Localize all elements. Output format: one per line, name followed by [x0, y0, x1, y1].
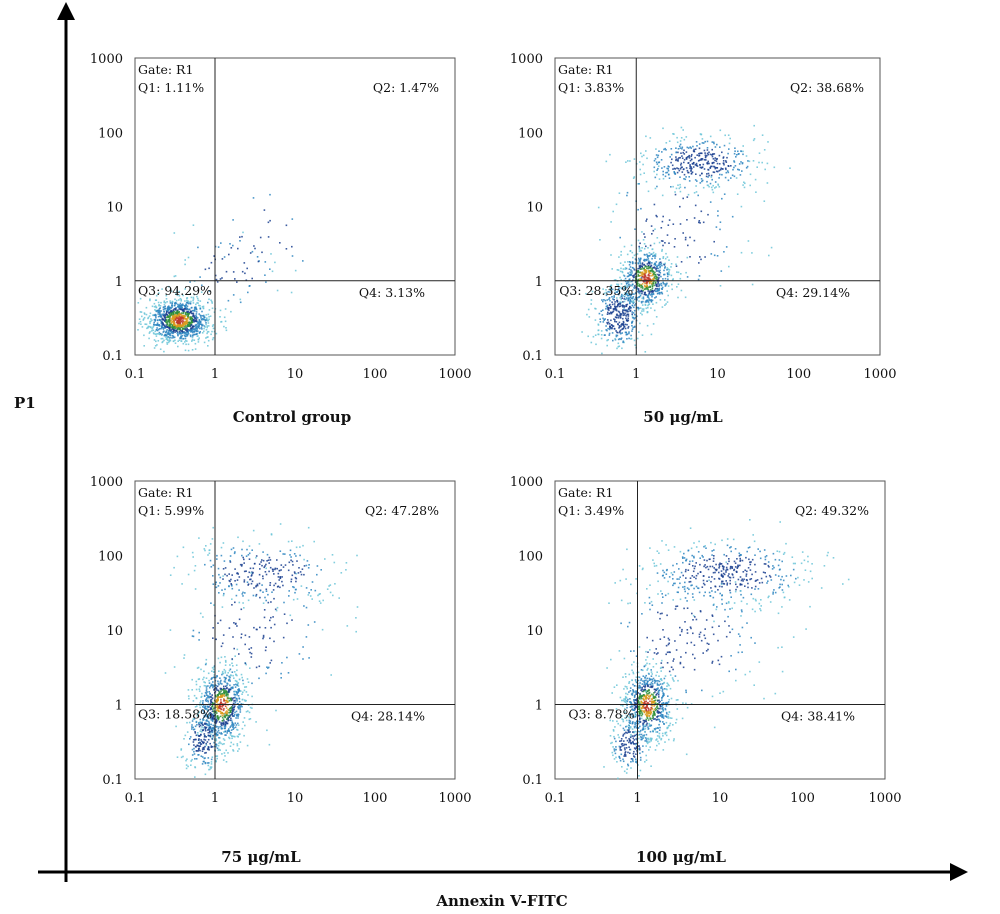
- quadrant-q3-label: Q3: 8.78%: [568, 707, 634, 722]
- x-tick-label: 10: [287, 367, 304, 382]
- x-tick-label: 0.1: [545, 367, 566, 382]
- panel-1: 0.1 1 10 100 1000 0.1 1 10 100 1000 Gate: R1 Q1: 1.…: [90, 52, 472, 426]
- quadrant-q3-label: Q3: 28.35%: [559, 283, 633, 298]
- x-tick-label: 100: [790, 791, 815, 806]
- x-tick-label: 10: [709, 367, 726, 382]
- y-tick-label: 100: [98, 126, 123, 141]
- y-axis-label: P1: [14, 394, 36, 412]
- plot-area: [134, 57, 456, 356]
- y-tick-label: 10: [106, 624, 123, 639]
- y-tick-label: 10: [526, 624, 543, 639]
- x-tick-label: 0.1: [125, 367, 146, 382]
- events: [164, 523, 359, 778]
- quadrant-q4-label: Q4: 3.13%: [359, 285, 425, 300]
- plot-area: [554, 480, 886, 780]
- x-tick-label: 1000: [438, 367, 471, 382]
- x-tick-label: 1: [633, 791, 641, 806]
- x-tick-label: 1: [211, 791, 219, 806]
- quadrant-q4-label: Q4: 38.41%: [781, 709, 855, 724]
- y-tick-label: 10: [106, 201, 123, 216]
- plot-area: [134, 480, 456, 780]
- y-tick-label: 1000: [90, 475, 123, 490]
- gate-label: Gate: R1: [138, 62, 193, 77]
- y-tick-label: 100: [518, 550, 543, 565]
- outer-axes: P1 Annexin V-FITC: [14, 2, 968, 910]
- gate-label: Gate: R1: [558, 62, 613, 77]
- quadrant-q1-label: Q1: 3.83%: [558, 80, 624, 95]
- quadrant-q4-label: Q4: 29.14%: [776, 285, 850, 300]
- gate-label: Gate: R1: [558, 485, 613, 500]
- y-tick-label: 1000: [510, 475, 543, 490]
- y-tick-label: 1: [115, 275, 123, 290]
- y-tick-label: 100: [98, 550, 123, 565]
- quadrant-q2-label: Q2: 49.32%: [795, 503, 869, 518]
- y-tick-label: 10: [526, 201, 543, 216]
- y-tick-label: 0.1: [102, 349, 123, 364]
- x-tick-label: 10: [712, 791, 729, 806]
- y-tick-label: 0.1: [102, 773, 123, 788]
- plot-area: [554, 57, 881, 356]
- quadrant-q3-label: Q3: 18.58%: [138, 707, 212, 722]
- panel-3: 0.1 1 10 100 1000 0.1 1 10 100 1000 Gate: R1 Q1: 5.…: [90, 475, 472, 866]
- y-tick-label: 0.1: [522, 773, 543, 788]
- x-tick-label: 1: [211, 367, 219, 382]
- y-tick-label: 1: [535, 699, 543, 714]
- panel-title: 75 μg/mL: [221, 848, 301, 866]
- x-tick-label: 100: [363, 791, 388, 806]
- quadrant-q4-label: Q4: 28.14%: [351, 709, 425, 724]
- events: [137, 193, 304, 353]
- y-tick-label: 1: [535, 275, 543, 290]
- x-tick-label: 10: [287, 791, 304, 806]
- quadrant-q2-label: Q2: 47.28%: [365, 503, 439, 518]
- y-tick-label: 0.1: [522, 349, 543, 364]
- x-tick-label: 1000: [863, 367, 896, 382]
- y-axis-arrowhead: [57, 2, 75, 20]
- y-tick-label: 1000: [90, 52, 123, 67]
- x-axis-arrowhead: [950, 863, 968, 881]
- y-tick-label: 100: [518, 126, 543, 141]
- x-tick-label: 1: [632, 367, 640, 382]
- x-tick-label: 100: [786, 367, 811, 382]
- panel-4: 0.1 1 10 100 1000 0.1 1 10 100 1000 Gate: R1 Q1: 3.…: [510, 475, 902, 866]
- x-axis-label: Annexin V-FITC: [435, 892, 567, 910]
- panel-title: Control group: [233, 408, 351, 426]
- x-tick-label: 0.1: [125, 791, 146, 806]
- x-tick-label: 1000: [438, 791, 471, 806]
- y-tick-label: 1000: [510, 52, 543, 67]
- quadrant-q2-label: Q2: 1.47%: [373, 80, 439, 95]
- quadrant-q1-label: Q1: 1.11%: [138, 80, 204, 95]
- panel-title: 50 μg/mL: [643, 408, 723, 426]
- x-tick-label: 1000: [868, 791, 901, 806]
- panel-2: 0.1 1 10 100 1000 0.1 1 10 100 1000 Gate: R1 Q1: 3.…: [510, 52, 897, 426]
- quadrant-q3-label: Q3: 94.29%: [138, 283, 212, 298]
- y-tick-label: 1: [115, 699, 123, 714]
- quadrant-q2-label: Q2: 38.68%: [790, 80, 864, 95]
- panels: 0.1 1 10 100 1000 0.1 1 10 100 1000 Gate: R1 Q1: 1.…: [90, 52, 902, 866]
- quadrant-q1-label: Q1: 5.99%: [138, 503, 204, 518]
- panel-title: 100 μg/mL: [636, 848, 726, 866]
- gate-label: Gate: R1: [138, 485, 193, 500]
- quadrant-q1-label: Q1: 3.49%: [558, 503, 624, 518]
- x-tick-label: 0.1: [545, 791, 566, 806]
- x-tick-label: 100: [363, 367, 388, 382]
